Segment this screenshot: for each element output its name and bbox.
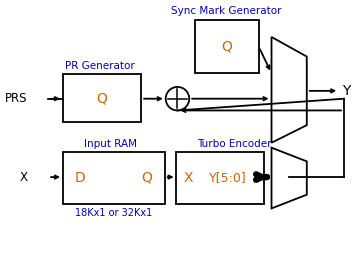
Text: Input RAM: Input RAM: [84, 139, 137, 149]
Text: Sync Mark Generator: Sync Mark Generator: [171, 6, 282, 16]
Bar: [63, 152, 165, 204]
Text: 18Kx1 or 32Kx1: 18Kx1 or 32Kx1: [75, 208, 153, 218]
Text: X: X: [20, 171, 28, 183]
Bar: [177, 152, 264, 204]
Text: Y[5:0]: Y[5:0]: [209, 171, 246, 184]
Text: Y: Y: [342, 84, 351, 98]
Text: Q: Q: [222, 40, 232, 54]
Bar: [63, 74, 141, 122]
Text: Turbo Encoder: Turbo Encoder: [197, 139, 272, 149]
Text: D: D: [75, 171, 86, 185]
Text: PR Generator: PR Generator: [65, 61, 135, 71]
Text: PRS: PRS: [5, 92, 28, 105]
Text: X: X: [183, 171, 193, 185]
Text: Q: Q: [142, 171, 153, 185]
Bar: [195, 20, 259, 73]
Text: Q: Q: [96, 91, 107, 105]
